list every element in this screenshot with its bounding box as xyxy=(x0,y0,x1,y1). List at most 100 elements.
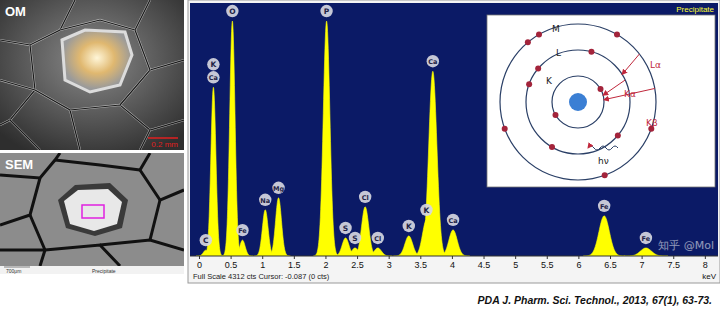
atom-diagram xyxy=(500,24,656,180)
peak-label: Cl xyxy=(362,194,369,202)
crack-edge xyxy=(135,0,150,70)
peak xyxy=(583,216,625,256)
x-axis xyxy=(190,256,718,257)
peak-label: Mg xyxy=(273,185,284,193)
peak-label-badge xyxy=(447,214,459,226)
photon-arrow xyxy=(588,146,618,150)
x-tick-label: 0.5 xyxy=(225,260,238,270)
peak-label-badge xyxy=(207,58,219,70)
peak-label: K xyxy=(210,60,217,69)
crack-edge xyxy=(120,60,184,105)
x-tick xyxy=(325,256,326,259)
x-axis-label: keV xyxy=(702,272,716,281)
crack-edge xyxy=(0,80,35,90)
precipitate-center xyxy=(62,30,132,92)
peak-label-badge xyxy=(226,5,238,17)
precipitate-ring xyxy=(58,183,128,236)
chart-footer: Full Scale 4312 cts Cursor: -0.087 (0 ct… xyxy=(193,272,330,281)
crack xyxy=(140,130,150,150)
electron xyxy=(614,31,620,37)
peak-label-badge xyxy=(320,5,332,17)
x-tick-label: 4.5 xyxy=(478,260,491,270)
peak xyxy=(363,248,392,256)
peak-label: C xyxy=(203,236,209,245)
peak-label-badge xyxy=(259,194,271,206)
peak-label: Ca xyxy=(448,217,457,225)
peak-label-badge xyxy=(272,182,284,194)
crack xyxy=(120,60,184,105)
om-label: OM xyxy=(5,4,26,19)
x-tick-label: 6 xyxy=(576,260,581,270)
peak-label-badge xyxy=(359,191,371,203)
peak-label: K xyxy=(424,206,431,215)
x-tick xyxy=(705,256,706,259)
scale-bar xyxy=(148,137,178,139)
crack xyxy=(0,153,60,178)
x-tick-label: 8 xyxy=(703,260,708,270)
crack xyxy=(0,45,35,125)
transition-label: Kβ xyxy=(646,118,658,128)
peak-label: P xyxy=(324,7,330,16)
peak-label: Ca xyxy=(209,74,218,82)
peak-label-badge xyxy=(339,222,351,234)
peak-label: K xyxy=(406,222,413,231)
peak xyxy=(351,207,380,256)
peak xyxy=(436,230,469,256)
shell-label: L xyxy=(556,48,561,58)
crack-edge xyxy=(70,105,184,130)
peak-label-badge xyxy=(640,232,652,244)
crack xyxy=(35,90,80,150)
crack xyxy=(135,0,150,70)
shell-label: K xyxy=(546,76,553,86)
peak-label: S xyxy=(352,234,357,243)
precipitate-center xyxy=(64,189,122,231)
crack xyxy=(55,160,140,170)
crack-edge xyxy=(10,120,40,150)
x-tick-label: 5.5 xyxy=(541,260,554,270)
sem-label: SEM xyxy=(5,157,33,172)
x-tick-label: 1.5 xyxy=(288,260,301,270)
crack xyxy=(140,153,160,200)
x-tick xyxy=(231,256,232,259)
inset-box xyxy=(487,15,715,187)
x-tick-label: 7 xyxy=(640,260,645,270)
sem-caption: Precipitate xyxy=(92,268,116,274)
peak xyxy=(232,240,254,256)
electron xyxy=(602,172,608,178)
electron xyxy=(502,126,508,132)
x-tick-label: 6.5 xyxy=(604,260,617,270)
sem-photo xyxy=(0,153,184,266)
analysis-region xyxy=(82,205,104,218)
x-tick xyxy=(547,256,548,259)
x-tick-label: 7.5 xyxy=(667,260,680,270)
background xyxy=(0,0,720,319)
crack xyxy=(45,245,120,266)
peak-label-badge xyxy=(236,224,248,236)
peak-label-badge xyxy=(420,204,432,216)
electron xyxy=(588,49,594,55)
plot-area xyxy=(190,3,718,256)
x-tick xyxy=(515,256,516,259)
transition-label: Lα xyxy=(650,60,661,70)
transition-arrow xyxy=(622,54,639,74)
crack-edge xyxy=(35,90,80,150)
x-tick xyxy=(610,256,611,259)
x-tick xyxy=(642,256,643,259)
peak-label: Cl xyxy=(374,235,381,243)
peak xyxy=(203,87,223,256)
x-tick xyxy=(199,256,200,259)
electron xyxy=(598,86,604,92)
peak-label: Fe xyxy=(238,227,247,235)
x-tick-label: 3 xyxy=(387,260,392,270)
x-tick-label: 1 xyxy=(260,260,265,270)
nucleus xyxy=(569,93,587,111)
crack xyxy=(100,240,184,250)
electron-shell xyxy=(500,24,656,180)
om-photo xyxy=(0,0,184,150)
crack xyxy=(30,215,45,266)
peak-label: O xyxy=(229,7,235,16)
crack xyxy=(0,249,45,252)
x-tick-label: 0 xyxy=(197,260,202,270)
x-tick xyxy=(294,256,295,259)
x-tick xyxy=(262,256,263,259)
